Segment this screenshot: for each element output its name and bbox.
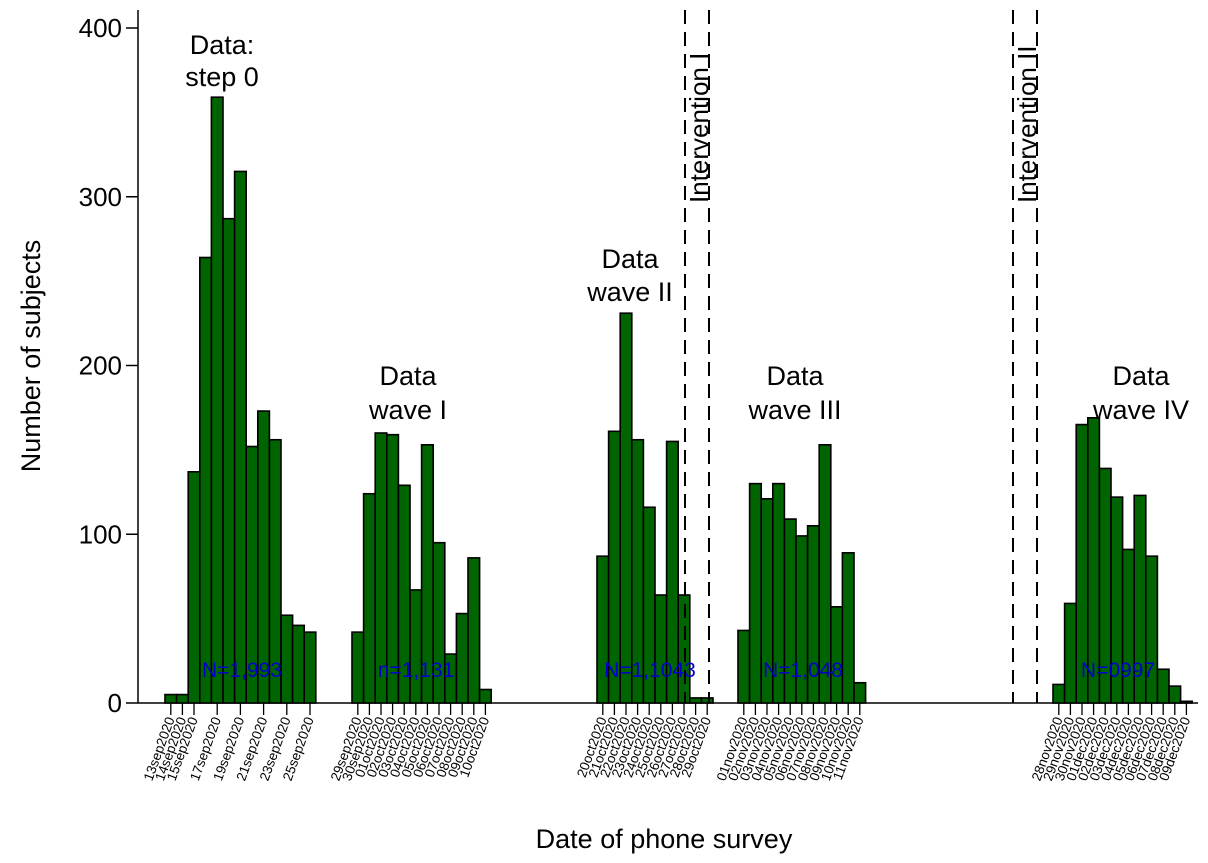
histogram-bar — [1168, 685, 1182, 704]
y-axis-title: Number of subjects — [16, 240, 46, 473]
histogram-bar — [829, 606, 844, 704]
histogram-bar — [233, 170, 248, 704]
histogram-bar — [303, 631, 317, 704]
group-label-line1: Data — [1112, 361, 1170, 391]
histogram-bar — [737, 629, 751, 704]
histogram-bar — [362, 492, 377, 704]
group-n-label: N=0997 — [1081, 659, 1155, 682]
group-n-label: n=1,131 — [378, 659, 455, 682]
histogram-bar — [1063, 602, 1077, 704]
group-label-line2: wave III — [747, 395, 841, 425]
group-label-line2: wave IV — [1092, 395, 1189, 425]
histogram-bar — [1052, 683, 1066, 704]
group-n-label: N=1,048 — [763, 659, 843, 682]
histogram-bar — [222, 217, 236, 704]
intervention-label: Intervention II — [1012, 45, 1042, 203]
intervention-label: Intervention I — [684, 53, 714, 203]
group-n-label: N=1,1043 — [604, 659, 696, 682]
x-axis-title: Date of phone survey — [536, 824, 793, 854]
histogram-bar — [409, 589, 423, 704]
histogram-bar — [455, 612, 469, 704]
histogram-bar — [175, 693, 190, 704]
histogram-bar — [291, 624, 306, 704]
histogram-bar — [841, 552, 855, 704]
group-label-line1: Data: — [190, 30, 255, 60]
histogram-bar — [210, 96, 224, 704]
histogram-bar — [654, 594, 668, 704]
y-tick-label: 0 — [108, 688, 122, 718]
histogram-bar — [187, 471, 201, 704]
histogram-bar — [351, 631, 365, 704]
histogram-bar — [280, 614, 294, 704]
group-label-line2: wave I — [368, 395, 447, 425]
group-label-line2: wave II — [586, 277, 673, 307]
histogram-bar — [688, 697, 703, 704]
y-tick-label: 400 — [79, 13, 122, 43]
histogram-bar — [853, 681, 867, 704]
histogram-bar — [700, 697, 714, 704]
histogram-bar — [1156, 668, 1170, 704]
histogram-bar — [1179, 700, 1193, 704]
group-n-label: N=1,993 — [202, 659, 282, 682]
group-label-line1: Data — [601, 244, 659, 274]
y-tick-label: 200 — [79, 351, 122, 381]
histogram-bar — [199, 256, 213, 704]
histogram-bar — [467, 557, 481, 704]
histogram-bar — [164, 693, 178, 704]
histogram-bar — [619, 312, 633, 704]
group-label-line1: Data — [766, 361, 824, 391]
y-tick-label: 100 — [79, 519, 122, 549]
group-label-line1: Data — [379, 361, 437, 391]
group-label-line2: step 0 — [185, 62, 259, 92]
histogram-bar — [748, 482, 762, 704]
histogram-bar — [478, 688, 493, 704]
y-tick-label: 300 — [79, 182, 122, 212]
histogram-bar — [268, 438, 282, 704]
